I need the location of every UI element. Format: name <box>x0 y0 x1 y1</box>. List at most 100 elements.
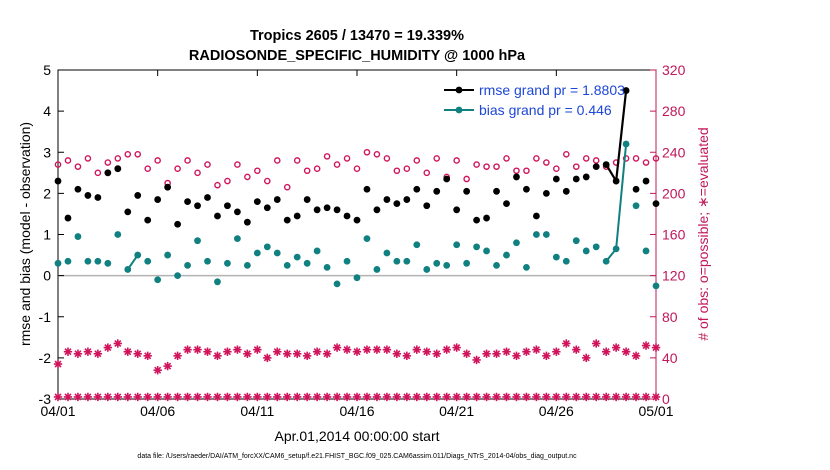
obs-bottom-point <box>522 392 531 402</box>
obs-evaluated-point <box>442 345 451 354</box>
x-tick-label: 04/16 <box>339 403 374 419</box>
obs-possible-point <box>263 177 271 185</box>
obs-possible-point <box>383 155 391 162</box>
bias-point <box>313 247 321 255</box>
obs-evaluated-point <box>133 349 142 358</box>
rmse-point <box>592 163 600 171</box>
obs-evaluated-point <box>611 343 621 352</box>
obs-possible-point <box>174 165 181 172</box>
obs-bottom-point <box>651 392 661 402</box>
rmse-point <box>64 214 72 222</box>
bias-point <box>513 239 520 247</box>
obs-bottom-point <box>462 392 471 402</box>
obs-possible-point <box>523 167 530 175</box>
y-tick-label-left: -1 <box>39 309 52 325</box>
obs-evaluated-point <box>243 349 252 358</box>
obs-evaluated-point <box>422 347 431 356</box>
y-tick-label-right: 80 <box>662 309 678 325</box>
obs-possible-point <box>652 155 660 162</box>
obs-possible-point <box>622 155 630 162</box>
obs-bottom-point <box>452 392 461 402</box>
rmse-point <box>283 216 291 224</box>
obs-evaluated-point <box>163 361 172 371</box>
obs-evaluated-point <box>322 349 332 358</box>
bias-point <box>562 257 570 265</box>
obs-possible-point <box>513 167 520 175</box>
obs-bottom-point <box>203 392 212 402</box>
y-tick-label-left: 0 <box>43 268 51 284</box>
obs-bottom-point <box>143 392 152 402</box>
rmse-point <box>523 185 530 193</box>
obs-evaluated-point <box>273 347 282 356</box>
rmse-point <box>433 187 441 195</box>
obs-bottom-point <box>312 392 322 402</box>
obs-bottom-point <box>103 392 113 402</box>
obs-possible-point <box>114 155 122 162</box>
bias-point <box>54 259 62 267</box>
obs-bottom-point <box>53 392 63 402</box>
obs-bottom-point <box>392 392 402 402</box>
y-tick-label-left: -3 <box>39 391 52 407</box>
obs-evaluated-point <box>502 347 511 356</box>
obs-evaluated-point <box>283 349 292 358</box>
rmse-point <box>463 187 471 195</box>
bias-point <box>124 266 132 273</box>
x-tick-label: 04/11 <box>240 403 274 419</box>
obs-bottom-point <box>542 392 551 402</box>
axes-ticks: 04/01 04/06 04/11 04/16 04/21 04/26 05/01 -3 -2 -… <box>39 62 686 419</box>
obs-evaluated-point <box>223 347 232 356</box>
obs-bottom-point <box>153 392 162 402</box>
bias-point <box>114 231 122 238</box>
obs-evaluated-point <box>552 347 561 356</box>
bias-point <box>463 259 471 267</box>
rmse-point <box>423 202 431 210</box>
y-tick-label-left: 4 <box>43 103 51 119</box>
obs-evaluated-point <box>572 345 581 354</box>
obs-evaluated-point <box>312 347 322 356</box>
y-tick-label-left: 5 <box>43 62 51 78</box>
rmse-point <box>144 216 152 224</box>
obs-possible-point <box>64 157 72 164</box>
obs-evaluated-point <box>93 349 103 358</box>
obs-evaluated-point <box>362 345 372 354</box>
obs-bottom-point <box>372 392 382 402</box>
obs-possible-point <box>204 161 211 168</box>
obs-bottom-point <box>532 392 541 402</box>
obs-possible-point <box>224 177 231 185</box>
obs-bottom-point <box>332 392 342 402</box>
rmse-point <box>513 173 520 181</box>
obs-evaluated-point <box>462 349 471 358</box>
bias-point <box>224 259 231 267</box>
bias-point <box>84 257 92 265</box>
obs-evaluated-point <box>293 349 302 358</box>
obs-bottom-point <box>253 392 262 402</box>
bias-point <box>273 249 281 257</box>
rmse-point <box>253 198 261 206</box>
rmse-point <box>503 200 510 208</box>
rmse-point <box>214 212 221 220</box>
obs-evaluated-point <box>641 341 651 350</box>
rmse-point <box>552 175 560 183</box>
bias-point <box>533 231 540 238</box>
bias-point <box>94 257 102 265</box>
rmse-point <box>403 196 411 203</box>
obs-evaluated-point <box>621 347 631 356</box>
y-tick-label-left: 2 <box>43 185 51 201</box>
bias-point <box>393 257 401 265</box>
obs-evaluated-point <box>173 351 182 361</box>
rmse-point <box>224 202 231 210</box>
obs-bottom-point <box>233 392 242 402</box>
legend-swatch-marker <box>455 86 463 94</box>
rmse-point <box>134 192 142 199</box>
obs-bottom-point <box>183 392 192 402</box>
obs-possible-point <box>632 155 640 162</box>
obs-evaluated-point <box>472 355 481 365</box>
obs-possible-point <box>104 159 112 166</box>
x-tick-label: 05/01 <box>638 403 673 419</box>
rmse-point <box>373 206 381 214</box>
bias-point <box>283 261 291 269</box>
obs-evaluated-point <box>53 359 63 369</box>
bias-point <box>303 259 311 267</box>
y-tick-label-left: 1 <box>43 227 51 243</box>
obs-evaluated-point <box>651 343 661 352</box>
